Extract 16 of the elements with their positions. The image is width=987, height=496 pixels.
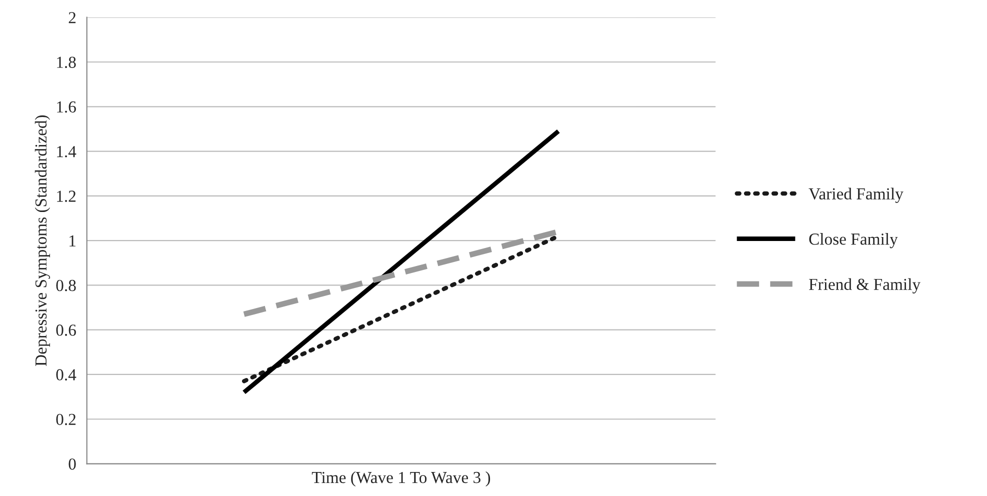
y-tick-label: 1.4 bbox=[57, 146, 76, 158]
legend-label: Varied Family bbox=[808, 188, 904, 203]
y-tick-label: 0 bbox=[68, 458, 76, 470]
y-axis-title: Depressive Symptoms (Standardized) bbox=[34, 115, 50, 366]
y-tick-label: 1.8 bbox=[57, 56, 76, 68]
x-axis-title: Time (Wave 1 To Wave 3 ) bbox=[312, 471, 490, 487]
legend-label: Friend & Family bbox=[809, 278, 920, 294]
y-tick-label: 2 bbox=[68, 12, 76, 24]
y-tick-label: 0.4 bbox=[56, 369, 76, 380]
y-tick-label: 1 bbox=[70, 235, 76, 246]
y-tick-label: 1.2 bbox=[57, 190, 76, 202]
legend-label: Close Family bbox=[809, 233, 898, 248]
y-tick-label: 1.6 bbox=[57, 101, 76, 113]
y-tick-label: 0.2 bbox=[56, 414, 76, 426]
y-tick-label: 0.8 bbox=[56, 280, 76, 292]
y-tick-label: 0.6 bbox=[56, 324, 76, 336]
